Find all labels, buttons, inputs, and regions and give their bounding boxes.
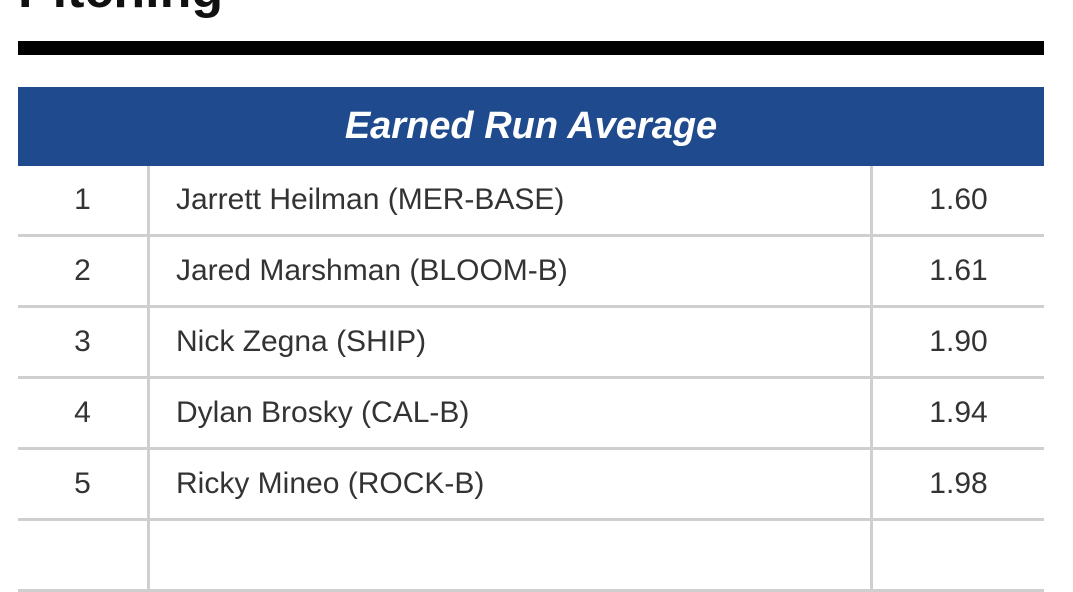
player-cell: Jared Marshman (BLOOM-B)	[147, 237, 873, 305]
heading-rule	[18, 41, 1044, 55]
player-cell: Ricky Mineo (ROCK-B)	[147, 450, 873, 518]
table-row: 1 Jarrett Heilman (MER-BASE) 1.60	[18, 166, 1044, 237]
section-heading: Pitching	[18, 0, 223, 16]
rank-cell: 5	[74, 467, 91, 500]
rank-cell: 3	[74, 325, 91, 358]
table-row: 5 Ricky Mineo (ROCK-B) 1.98	[18, 450, 1044, 521]
era-cell: 1.94	[929, 396, 988, 429]
rank-cell: 2	[74, 254, 91, 287]
player-cell: Jarrett Heilman (MER-BASE)	[147, 166, 873, 234]
era-cell: 1.61	[929, 254, 988, 287]
table-row: 2 Jared Marshman (BLOOM-B) 1.61	[18, 237, 1044, 308]
rank-cell: 4	[74, 396, 91, 429]
player-cell: Nick Zegna (SHIP)	[147, 308, 873, 376]
table-row-partial	[18, 521, 1044, 592]
rank-cell: 1	[74, 183, 91, 216]
era-cell: 1.60	[929, 183, 988, 216]
table-row: 3 Nick Zegna (SHIP) 1.90	[18, 308, 1044, 379]
player-cell: Dylan Brosky (CAL-B)	[147, 379, 873, 447]
table-title: Earned Run Average	[18, 87, 1044, 166]
table-body: 1 Jarrett Heilman (MER-BASE) 1.60 2 Jared Ma…	[18, 166, 1044, 592]
player-cell	[147, 521, 873, 589]
page: Pitching Earned Run Average 1 Jarrett Hei…	[18, 0, 1044, 592]
era-cell: 1.90	[929, 325, 988, 358]
era-cell: 1.98	[929, 467, 988, 500]
table-row: 4 Dylan Brosky (CAL-B) 1.94	[18, 379, 1044, 450]
